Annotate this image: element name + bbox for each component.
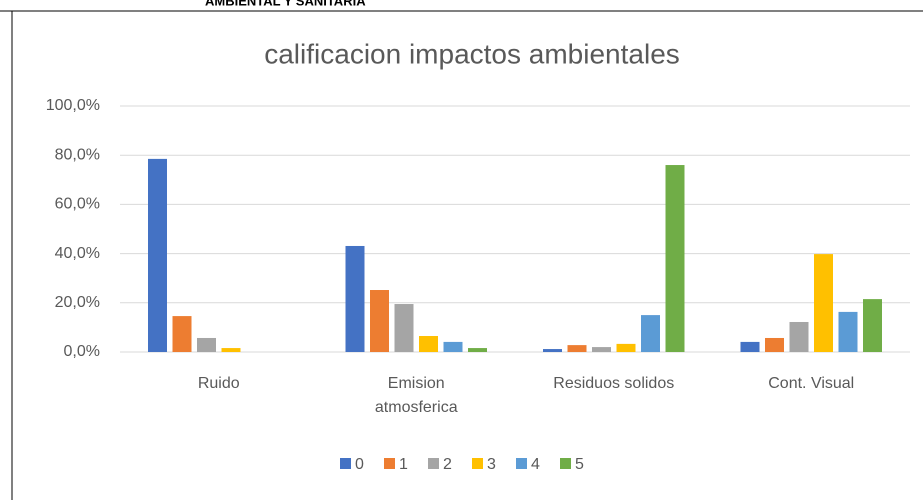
x-tick-label: Emision atmosferica	[374, 375, 458, 416]
bar	[197, 337, 216, 352]
legend-label: 2	[443, 456, 452, 473]
bar	[789, 321, 809, 352]
y-tick-label: 0,0%	[64, 343, 100, 360]
legend-swatch	[516, 458, 527, 469]
bar	[370, 290, 389, 352]
bar	[443, 341, 463, 352]
bar	[468, 348, 487, 352]
bar	[592, 347, 611, 352]
legend-label: 0	[355, 456, 364, 473]
legend-swatch	[428, 458, 439, 469]
legend-label: 4	[531, 456, 540, 473]
y-tick-label: 20,0%	[55, 294, 100, 311]
x-tick-label: Ruido	[197, 375, 240, 392]
y-tick-label: 60,0%	[55, 196, 100, 213]
bar	[419, 336, 438, 352]
header-text: AMBIENTAL Y SANITARIA	[205, 0, 366, 8]
x-tick-label: Cont. Visual	[768, 375, 855, 392]
legend-swatch	[472, 458, 483, 469]
bar	[567, 345, 587, 352]
bar	[838, 311, 858, 352]
y-tick-label: 100,0%	[46, 97, 100, 114]
bar	[814, 254, 833, 352]
legend-label: 1	[399, 456, 408, 473]
bar	[221, 348, 241, 352]
y-tick-label: 40,0%	[55, 245, 100, 262]
y-tick-label: 80,0%	[55, 146, 100, 163]
bar	[148, 158, 167, 352]
bar	[765, 337, 784, 352]
bar	[394, 304, 414, 352]
bar	[740, 341, 760, 352]
bar	[641, 315, 660, 352]
legend-swatch	[340, 458, 351, 469]
bar	[665, 165, 685, 352]
bar	[543, 349, 562, 352]
bar	[172, 316, 192, 352]
legend-label: 3	[487, 456, 496, 473]
chart-title: calificacion impactos ambientales	[264, 38, 680, 69]
legend-swatch	[560, 458, 571, 469]
legend-swatch	[384, 458, 395, 469]
bar	[863, 299, 882, 352]
x-tick-label: Residuos solidos	[553, 375, 675, 392]
bar	[616, 343, 636, 352]
bar	[345, 245, 365, 352]
legend-label: 5	[575, 456, 584, 473]
